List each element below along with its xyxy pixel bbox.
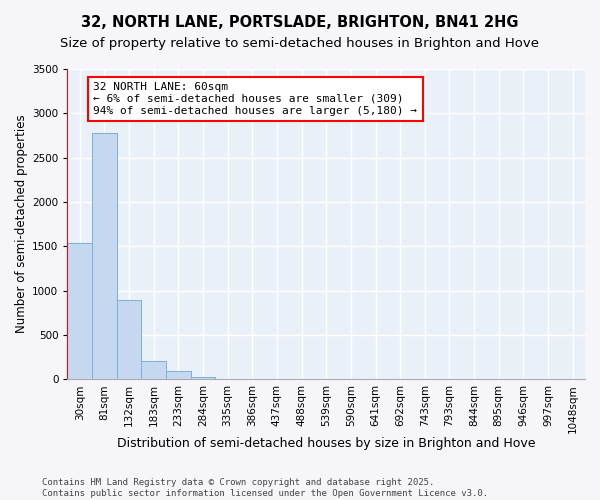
Text: Size of property relative to semi-detached houses in Brighton and Hove: Size of property relative to semi-detach… — [61, 38, 539, 51]
X-axis label: Distribution of semi-detached houses by size in Brighton and Hove: Distribution of semi-detached houses by … — [117, 437, 535, 450]
Text: 32 NORTH LANE: 60sqm
← 6% of semi-detached houses are smaller (309)
94% of semi-: 32 NORTH LANE: 60sqm ← 6% of semi-detach… — [94, 82, 418, 116]
Bar — [142, 360, 166, 380]
Bar — [67, 243, 92, 380]
Bar — [92, 133, 117, 380]
Bar — [117, 300, 142, 380]
Y-axis label: Number of semi-detached properties: Number of semi-detached properties — [15, 115, 28, 334]
Bar — [191, 376, 215, 380]
Text: Contains HM Land Registry data © Crown copyright and database right 2025.
Contai: Contains HM Land Registry data © Crown c… — [42, 478, 488, 498]
Bar — [166, 371, 191, 380]
Text: 32, NORTH LANE, PORTSLADE, BRIGHTON, BN41 2HG: 32, NORTH LANE, PORTSLADE, BRIGHTON, BN4… — [81, 15, 519, 30]
